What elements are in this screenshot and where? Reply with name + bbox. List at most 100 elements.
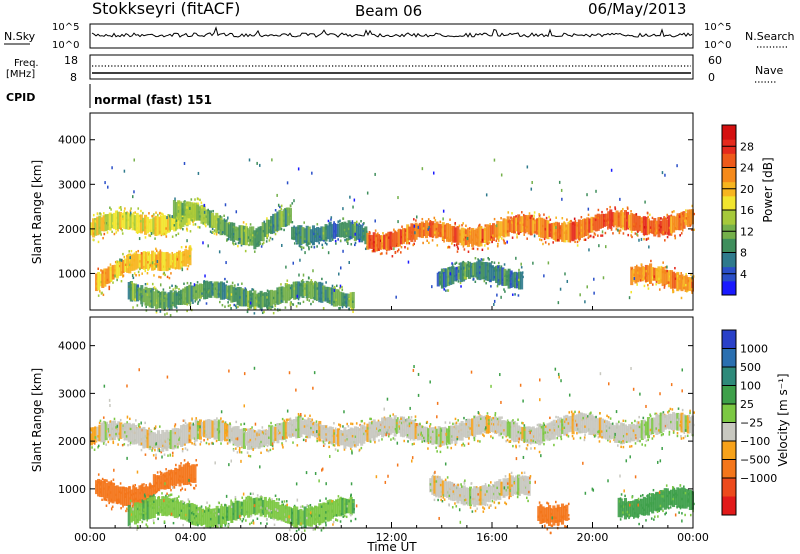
- data-scatter-point: [421, 167, 424, 171]
- data-speckle: [256, 517, 259, 520]
- data-speckle: [303, 287, 306, 290]
- data-speckle: [126, 219, 128, 222]
- data-speckle: [487, 247, 489, 250]
- data-speckle: [100, 292, 103, 295]
- data-cell: [401, 228, 406, 244]
- data-scatter-point: [299, 258, 301, 262]
- data-scatter-point: [547, 261, 550, 265]
- data-cell: [667, 413, 671, 430]
- data-cell: [150, 288, 154, 309]
- data-speckle: [174, 287, 177, 290]
- data-speckle: [636, 501, 639, 505]
- data-speckle: [299, 414, 302, 418]
- data-speckle: [220, 442, 222, 445]
- data-speckle: [118, 500, 120, 504]
- data-speckle: [168, 267, 171, 271]
- data-scatter-point: [529, 431, 531, 435]
- data-scatter-point: [442, 217, 444, 221]
- data-cell: [480, 261, 484, 280]
- data-scatter-point: [177, 209, 180, 213]
- data-speckle: [102, 442, 105, 445]
- data-speckle: [281, 417, 284, 421]
- data-speckle: [393, 228, 395, 231]
- data-speckle: [568, 517, 570, 521]
- data-speckle: [368, 230, 371, 234]
- data-speckle: [238, 450, 241, 454]
- data-speckle: [598, 440, 601, 443]
- data-speckle: [565, 525, 568, 529]
- data-speckle: [97, 267, 100, 270]
- data-speckle: [458, 262, 461, 266]
- data-scatter-point: [309, 511, 312, 515]
- data-scatter-point: [281, 243, 283, 247]
- data-speckle: [137, 207, 140, 210]
- freq-tick-bottom: 8: [70, 71, 77, 84]
- data-speckle: [184, 447, 187, 450]
- data-cell: [512, 477, 517, 494]
- velocity-colorbar-label-7: −1000: [740, 472, 777, 485]
- data-cell: [456, 425, 460, 440]
- data-cell: [590, 414, 594, 436]
- data-speckle: [427, 447, 429, 450]
- data-speckle: [193, 440, 196, 443]
- data-speckle: [100, 233, 102, 236]
- data-speckle: [303, 425, 306, 428]
- data-speckle: [154, 448, 156, 452]
- data-speckle: [471, 265, 473, 269]
- nsearch-label: N.Search: [745, 30, 795, 43]
- data-speckle: [347, 425, 350, 428]
- data-cell: [611, 424, 615, 439]
- data-cell: [653, 494, 657, 511]
- data-cell: [460, 420, 464, 441]
- data-scatter-point: [104, 181, 106, 185]
- data-scatter-point: [342, 207, 344, 211]
- data-speckle: [564, 239, 567, 243]
- data-cell: [253, 430, 257, 449]
- data-speckle: [259, 522, 262, 525]
- data-cell: [127, 504, 131, 527]
- data-speckle: [679, 484, 682, 487]
- data-band-3: [291, 216, 368, 251]
- data-scatter-point: [639, 392, 641, 396]
- velocity-colorbar-swatch-9: [722, 496, 736, 516]
- data-speckle: [490, 504, 492, 507]
- data-speckle: [481, 262, 483, 266]
- data-cell: [503, 268, 507, 286]
- data-speckle: [314, 235, 317, 238]
- data-speckle: [626, 510, 629, 514]
- data-speckle: [474, 509, 477, 513]
- data-scatter-point: [155, 442, 158, 446]
- data-speckle: [146, 525, 149, 528]
- data-speckle: [125, 212, 127, 215]
- data-scatter-point: [276, 193, 278, 197]
- data-speckle: [511, 221, 513, 224]
- data-speckle: [185, 245, 187, 249]
- data-cell: [163, 252, 167, 271]
- data-speckle: [289, 422, 292, 425]
- data-speckle: [517, 294, 520, 297]
- data-scatter-point: [503, 486, 506, 490]
- data-cell: [274, 213, 278, 232]
- data-cell: [125, 487, 130, 506]
- data-speckle: [443, 288, 446, 291]
- data-cell: [200, 284, 205, 298]
- data-speckle: [324, 442, 326, 446]
- data-speckle: [631, 235, 633, 239]
- data-speckle: [259, 242, 262, 245]
- data-speckle: [232, 241, 234, 245]
- data-speckle: [530, 439, 533, 442]
- data-scatter-point: [555, 226, 557, 230]
- data-scatter-point: [214, 461, 216, 465]
- data-cell: [619, 498, 623, 518]
- data-speckle: [217, 523, 220, 526]
- data-cell: [667, 490, 671, 506]
- data-speckle: [486, 503, 489, 507]
- data-speckle: [193, 487, 196, 490]
- data-speckle: [482, 416, 485, 419]
- data-speckle: [674, 493, 677, 496]
- data-speckle: [260, 506, 262, 509]
- data-scatter-point: [534, 480, 537, 484]
- data-speckle: [381, 242, 383, 245]
- data-cell: [98, 215, 102, 235]
- date-label: 06/May/2013: [588, 0, 686, 18]
